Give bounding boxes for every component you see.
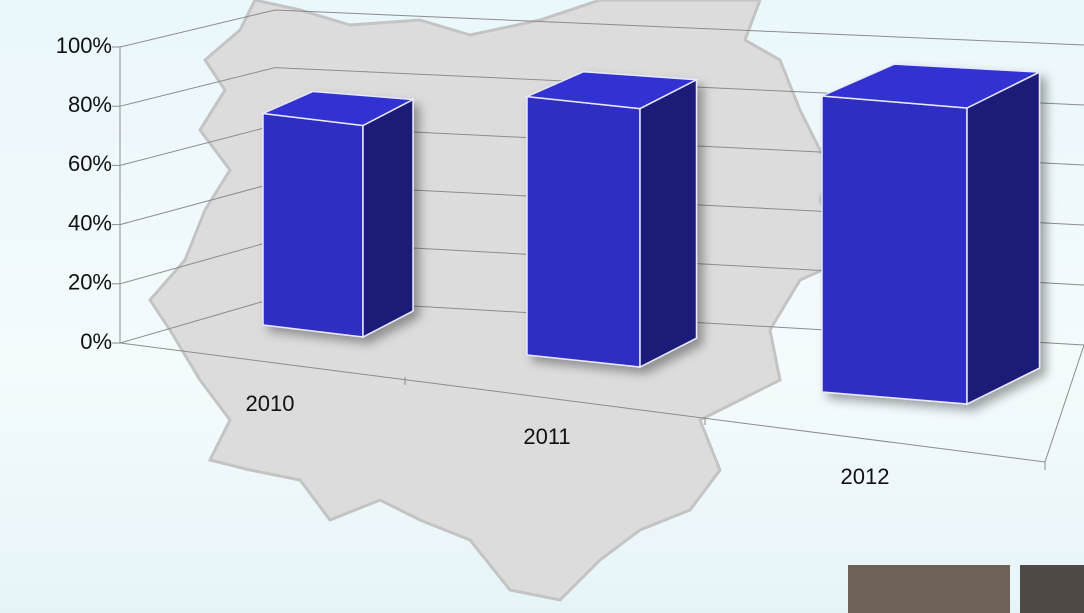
bar (263, 92, 413, 338)
bar-front (822, 96, 967, 404)
photo (1020, 565, 1084, 613)
bar-front (263, 114, 363, 338)
y-tick-label: 60% (68, 151, 112, 176)
y-tick-label: 20% (68, 270, 112, 295)
bar (822, 64, 1040, 404)
bar-side (967, 72, 1040, 404)
y-tick-label: 80% (68, 92, 112, 117)
y-tick-label: 0% (80, 329, 112, 354)
y-tick-label: 40% (68, 210, 112, 235)
x-tick-label: 2010 (246, 391, 295, 416)
y-tick-label: 100% (56, 33, 112, 58)
background-map (150, 0, 845, 600)
bar (527, 72, 697, 367)
x-tick-label: 2012 (841, 464, 890, 489)
bar-side (363, 100, 413, 338)
chart: 0% 20% 40% 60% 80% 100% 2010 2011 2012 (0, 0, 1084, 613)
x-tick-label: 2011 (523, 424, 570, 449)
bar-side (640, 80, 697, 367)
photo (848, 565, 1010, 613)
bar-front (527, 97, 640, 367)
